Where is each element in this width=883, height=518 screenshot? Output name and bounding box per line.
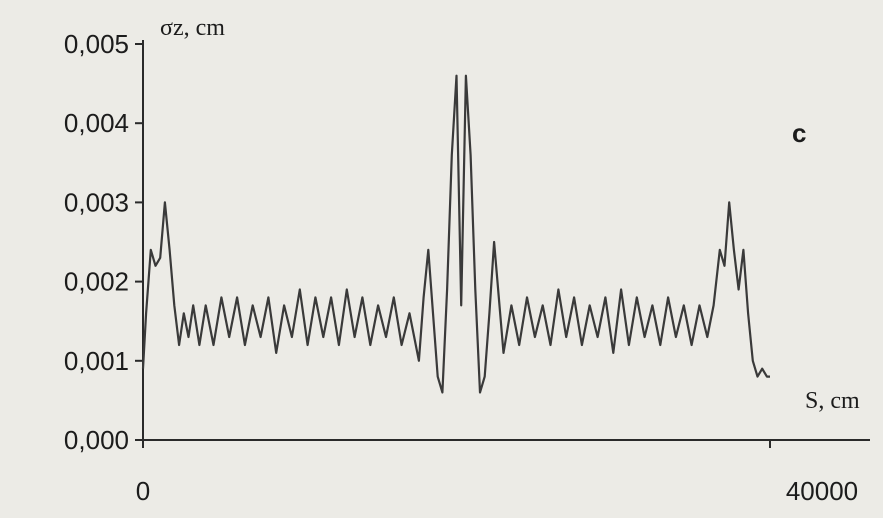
y-tick-label: 0,002 — [64, 267, 129, 297]
y-axis-ticks: 0,000 0,001 0,002 0,003 0,004 0,005 — [64, 29, 143, 455]
x-axis-ticks: 0 40000 — [136, 440, 858, 506]
y-tick-label: 0,003 — [64, 187, 129, 217]
x-axis-title: S, cm — [805, 388, 860, 414]
series-line — [141, 74, 770, 394]
x-tick-label: 0 — [136, 476, 150, 506]
y-tick-label: 0,004 — [64, 108, 129, 138]
panel-letter: c — [792, 118, 806, 148]
x-tick-label: 40000 — [786, 476, 858, 506]
y-tick-label: 0,001 — [64, 346, 129, 376]
y-tick-label: 0,005 — [64, 29, 129, 59]
y-tick-label: 0,000 — [64, 425, 129, 455]
y-axis-title: σz, cm — [160, 15, 225, 41]
